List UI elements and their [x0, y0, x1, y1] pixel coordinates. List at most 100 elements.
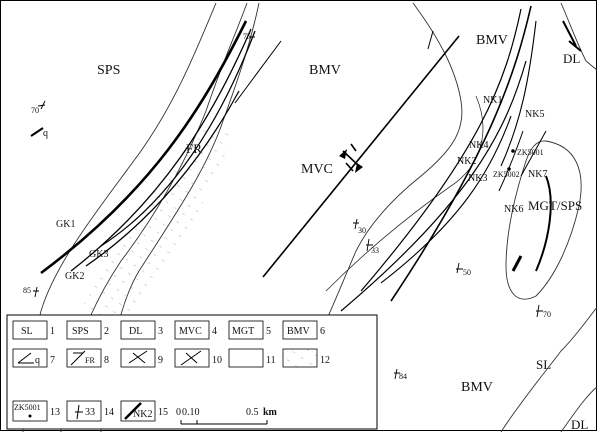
label-zk5001: ZK5001 — [517, 148, 544, 157]
legend-fr-sym: FR — [85, 356, 95, 365]
legend-num-4: 4 — [212, 326, 217, 337]
mgt-sps-body — [505, 140, 582, 300]
scale-unit: km — [263, 407, 278, 418]
label-fr: FR — [186, 141, 202, 156]
label-nk7: NK7 — [528, 169, 547, 180]
borehole-zk5001-icon — [511, 149, 515, 153]
label-dl-top: DL — [563, 51, 580, 66]
label-nk4: NK4 — [469, 140, 488, 151]
dip-symbol-70-right — [536, 304, 543, 318]
legend-num-11: 11 — [266, 355, 276, 366]
legend-num-13: 13 — [50, 407, 60, 418]
fault-nk1 — [390, 5, 532, 302]
dl-bottom-boundary — [560, 386, 597, 432]
fault-gk1 — [40, 20, 248, 275]
small-fault — [427, 30, 434, 50]
dip-symbol-84 — [394, 368, 400, 380]
legend-sps-box: SPS — [72, 326, 89, 337]
fault-nk3 — [340, 60, 527, 312]
fault-gk1b — [70, 28, 252, 272]
legend-nk2-sym: NK2 — [133, 409, 152, 420]
fault-nk7 — [520, 130, 547, 177]
legend-num-12: 12 — [320, 355, 330, 366]
label-bmv-bottom: BMV — [461, 380, 493, 395]
label-mgt-sps: MGT/SPS — [528, 198, 582, 213]
label-zk5002: ZK5002 — [493, 170, 520, 179]
fault-nk5 — [500, 20, 537, 167]
legend-sl-box: SL — [21, 326, 33, 337]
dip-symbol-75 — [249, 30, 256, 42]
fault-nk2 — [360, 8, 522, 292]
legend-mvc-box: MVC — [179, 326, 202, 337]
fr-hatched-zone — [61, 121, 233, 361]
fault-gk2 — [85, 90, 240, 267]
label-nk1: NK1 — [483, 95, 502, 106]
scale-label-05: 0.5 — [246, 407, 259, 418]
legend-bmv-box: BMV — [287, 326, 311, 337]
mvc-boundary — [320, 2, 463, 333]
dip-symbol-50 — [456, 262, 463, 274]
dl-boundary — [560, 2, 597, 71]
legend-num-2: 2 — [104, 326, 109, 337]
legend-zk-sym: ZK5001 — [14, 403, 41, 412]
legend-num-8: 8 — [104, 355, 109, 366]
q-lens-symbol — [30, 127, 44, 137]
dip-symbol-30 — [353, 218, 359, 230]
label-nk3: NK3 — [468, 173, 487, 184]
borehole-zk5002-icon — [507, 167, 511, 171]
legend-num-10: 10 — [212, 355, 222, 366]
legend: SL 1 SPS 2 DL 3 MVC 4 MGT 5 BMV 6 q 7 — [6, 314, 378, 430]
label-gk1: GK1 — [56, 219, 75, 230]
legend-mgt-box: MGT — [232, 326, 254, 337]
fault-nk4 — [380, 115, 512, 284]
label-dl-bottom: DL — [571, 417, 588, 432]
fault-gk3 — [100, 30, 256, 247]
legend-row-3: ZK5001 13 33 14 NK2 15 0 0.10 0.5 km — [12, 400, 278, 425]
label-sps: SPS — [97, 63, 120, 78]
label-gk3: GK3 — [89, 249, 108, 260]
legend-num-3: 3 — [158, 326, 163, 337]
fault-short — [234, 40, 282, 104]
label-nk6: NK6 — [504, 204, 523, 215]
label-dip-70-right: 70 — [543, 310, 551, 319]
legend-num-15: 15 — [158, 407, 168, 418]
label-mvc: MVC — [301, 162, 333, 177]
legend-num-6: 6 — [320, 326, 325, 337]
legend-row-1: SL 1 SPS 2 DL 3 MVC 4 MGT 5 BMV 6 — [12, 320, 325, 340]
mvc-axis-line — [262, 35, 460, 278]
fault-nk6 — [498, 130, 524, 192]
dip-symbol-85 — [33, 286, 39, 298]
label-dip-50: 50 — [463, 268, 471, 277]
label-sl: SL — [536, 357, 551, 372]
sl-boundary — [500, 306, 597, 432]
mvc-boundary-2 — [325, 95, 484, 292]
label-nk5: NK5 — [525, 109, 544, 120]
dl-thick — [562, 20, 582, 52]
label-nk2: NK2 — [457, 156, 476, 167]
scale-label-0: 0 — [176, 407, 181, 418]
label-gk2: GK2 — [65, 271, 84, 282]
scale-bar: 0 0.10 0.5 km — [176, 407, 278, 425]
legend-dl-box: DL — [129, 326, 142, 337]
legend-num-7: 7 — [50, 355, 55, 366]
legend-num-14: 14 — [104, 407, 114, 418]
legend-row-2: q 7 FR 8 9 10 11 12 — [12, 348, 330, 368]
legend-q-sym: q — [35, 355, 40, 366]
dip-symbol-33 — [366, 238, 373, 252]
mgt-fault-lens — [535, 175, 552, 272]
label-bmv-right: BMV — [476, 33, 508, 48]
label-dip-84: 84 — [399, 372, 407, 381]
label-bmv-center: BMV — [309, 63, 341, 78]
legend-num-1: 1 — [50, 326, 55, 337]
legend-num-5: 5 — [266, 326, 271, 337]
scale-label-010: 0.10 — [182, 407, 200, 418]
antiform-arrows — [339, 149, 363, 173]
label-dip-30: 30 — [358, 226, 366, 235]
label-dip-75: 75 — [243, 32, 251, 41]
legend-num-9: 9 — [158, 355, 163, 366]
legend-33-sym: 33 — [85, 407, 95, 418]
label-dip-70: 70 — [31, 106, 39, 115]
label-dip-85: 85 — [23, 286, 31, 295]
